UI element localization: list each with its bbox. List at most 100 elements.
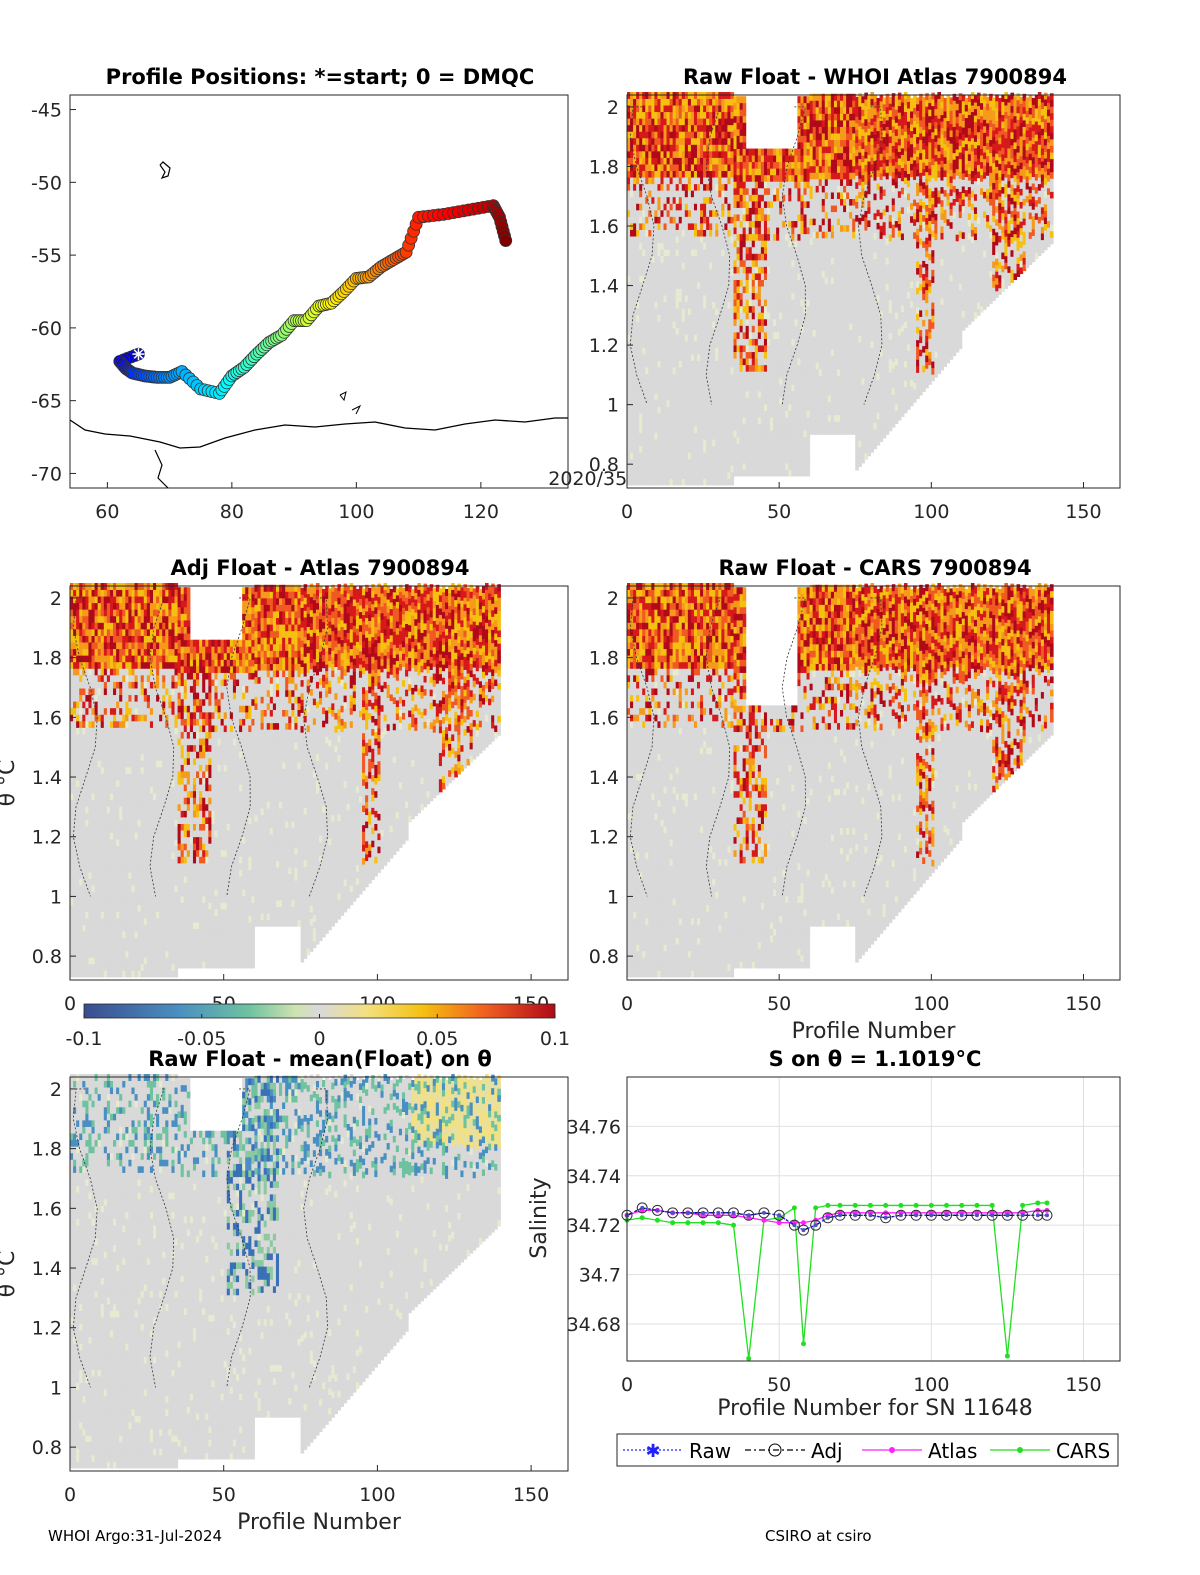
section-cell — [709, 275, 713, 283]
section-cell — [712, 111, 716, 119]
section-cell — [696, 445, 701, 453]
section-cell — [630, 236, 634, 244]
section-cell — [742, 128, 747, 136]
section-cell — [660, 426, 665, 434]
section-cell — [666, 452, 671, 460]
section-cell — [672, 216, 677, 224]
section-cell — [669, 105, 674, 113]
section-cell — [700, 183, 704, 191]
section-cell — [651, 380, 655, 388]
section-cell — [703, 255, 707, 263]
section-cell — [645, 452, 649, 460]
section-cell — [654, 321, 658, 329]
section-cell — [672, 360, 677, 368]
section-cell — [712, 334, 716, 342]
section-cell — [663, 380, 668, 388]
section-cell — [633, 419, 637, 427]
section-cell — [700, 275, 704, 283]
section-cell — [633, 131, 637, 139]
section-cell — [696, 321, 701, 329]
section-cell — [700, 360, 704, 368]
section-cell — [687, 380, 692, 388]
section-cell — [678, 373, 683, 381]
section-cell — [660, 275, 665, 283]
section-cell — [636, 340, 640, 348]
section-cell — [700, 255, 704, 263]
section-cell — [715, 452, 719, 460]
section-cell — [654, 203, 658, 211]
section-cell — [712, 98, 716, 106]
section-cell — [663, 131, 668, 139]
section-cell — [660, 412, 665, 420]
section-cell — [672, 399, 677, 407]
section-cell — [690, 347, 695, 355]
section-cell — [642, 157, 646, 165]
section-cell — [648, 354, 652, 361]
section-cell — [675, 478, 680, 486]
section-cell — [715, 137, 719, 145]
section-cell — [669, 373, 674, 381]
section-cell — [654, 98, 658, 106]
section-cell — [681, 124, 686, 132]
section-cell — [678, 399, 683, 407]
section-cell — [709, 255, 713, 263]
section-cell — [684, 432, 689, 440]
section-cell — [693, 209, 698, 217]
section-cell — [633, 144, 637, 152]
section-cell — [681, 150, 686, 158]
section-cell — [630, 419, 634, 427]
section-cell — [654, 406, 658, 414]
section-cell — [660, 249, 665, 257]
section-cell — [666, 268, 671, 276]
section-cell — [712, 445, 716, 453]
section-cell — [712, 393, 716, 401]
section-cell — [660, 399, 665, 407]
section-cell — [700, 308, 704, 316]
section-cell — [642, 209, 646, 217]
section-cell — [693, 439, 698, 447]
section-cell — [684, 386, 689, 394]
section-cell — [690, 399, 695, 407]
section-cell — [627, 170, 631, 178]
section-cell — [651, 340, 655, 348]
section-cell — [627, 137, 631, 145]
section-cell — [630, 393, 634, 401]
section-cell — [712, 262, 716, 270]
section-cell — [718, 478, 722, 486]
section-cell — [690, 412, 695, 420]
section-cell — [706, 183, 710, 191]
section-cell — [654, 347, 658, 355]
section-cell — [639, 347, 643, 355]
section-cell — [660, 236, 665, 244]
section-cell — [715, 150, 719, 158]
section-cell — [681, 144, 686, 152]
section-cell — [633, 203, 637, 211]
section-cell — [684, 105, 689, 113]
section-cell — [642, 255, 646, 263]
section-cell — [645, 432, 649, 440]
section-cell — [642, 321, 646, 329]
section-cell — [660, 340, 665, 348]
section-cell — [715, 255, 719, 263]
section-cell — [648, 432, 652, 440]
section-cell — [669, 144, 674, 152]
section-cell — [645, 190, 649, 198]
section-cell — [681, 177, 686, 185]
section-cell — [706, 124, 710, 132]
section-cell — [718, 419, 722, 427]
section-cell — [672, 340, 677, 348]
section-cell — [657, 354, 662, 361]
section-cell — [684, 223, 689, 230]
section-cell — [627, 367, 631, 375]
section-cell — [660, 137, 665, 145]
section-cell — [678, 203, 683, 211]
section-cell — [696, 432, 701, 440]
section-cell — [718, 445, 722, 453]
section-cell — [645, 308, 649, 316]
section-cell — [706, 419, 710, 427]
section-cell — [660, 105, 665, 113]
section-cell — [709, 367, 713, 375]
section-cell — [630, 249, 634, 257]
section-cell — [654, 367, 658, 375]
